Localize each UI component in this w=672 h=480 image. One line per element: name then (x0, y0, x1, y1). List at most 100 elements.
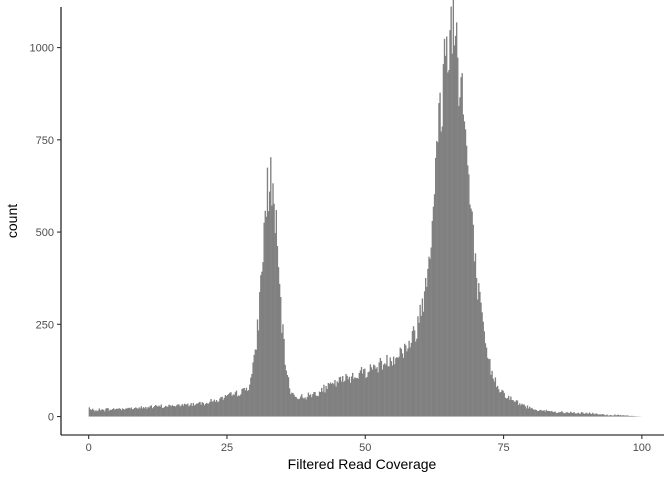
histogram-bar (416, 338, 418, 417)
histogram-bar (191, 405, 193, 417)
histogram-bar (166, 406, 168, 417)
histogram-bar (245, 387, 248, 417)
histogram-bar (453, 45, 456, 417)
histogram-bar (427, 268, 429, 417)
histogram-bar (490, 374, 492, 417)
histogram-bar (110, 409, 113, 417)
histogram-bar (294, 396, 296, 417)
histogram-bar (286, 374, 289, 417)
histogram-bar (524, 406, 526, 417)
histogram-bar (292, 392, 294, 417)
histogram-bar (353, 378, 355, 417)
axes (60, 7, 664, 436)
histogram-bar (563, 413, 565, 417)
histogram-bar (422, 311, 425, 417)
histogram-bar (177, 404, 179, 417)
histogram-bar (628, 415, 630, 417)
histogram-bar (180, 405, 182, 417)
histogram-bar (260, 275, 262, 417)
histogram-bar (134, 407, 136, 417)
histogram-bar (340, 381, 343, 417)
histogram-bar (483, 331, 486, 417)
histogram-bar (620, 415, 623, 417)
histogram-bar (484, 343, 487, 417)
histogram-bar (243, 387, 245, 417)
histogram-bar (322, 391, 324, 417)
histogram-bar (496, 385, 499, 417)
histogram-bar (379, 357, 382, 417)
histogram-bar (430, 247, 432, 417)
histogram-bar (285, 370, 287, 417)
histogram-bar (552, 412, 554, 417)
histogram-bar (602, 414, 604, 417)
histogram-bar (434, 157, 437, 417)
histogram-bar (402, 357, 405, 417)
histogram-bar (181, 404, 183, 417)
histogram-bar (558, 412, 561, 417)
histogram-bar (309, 394, 312, 417)
histogram-bar (95, 410, 97, 417)
histogram-bar (551, 410, 553, 417)
histogram-bar (253, 354, 255, 417)
histogram-bar (590, 414, 593, 417)
histogram-bar (333, 384, 335, 417)
histogram-bar (592, 412, 594, 417)
histogram-bar (572, 412, 574, 417)
histogram-bar (126, 408, 128, 417)
histogram-bar (527, 408, 530, 417)
histogram-bar (275, 210, 278, 417)
histogram-bar (251, 373, 253, 417)
histogram-bar (394, 364, 396, 417)
histogram-bar (541, 410, 543, 417)
histogram-bar (308, 395, 311, 417)
histogram-bar (233, 394, 235, 417)
histogram-bar (625, 415, 627, 417)
histogram-bar (400, 348, 403, 417)
histogram-bar (375, 368, 377, 417)
histogram-bar (494, 377, 497, 417)
histogram-bar (295, 397, 297, 417)
histogram-bar (367, 372, 369, 417)
histogram-bar (291, 392, 293, 417)
x-tick-label: 50 (359, 442, 371, 454)
histogram-bar (256, 319, 259, 417)
histogram-bar (130, 407, 133, 417)
x-tick-label: 100 (633, 442, 651, 454)
histogram-bar (324, 392, 326, 417)
histogram-bar (397, 358, 399, 417)
histogram-bar (88, 407, 91, 417)
histogram-bar (583, 413, 585, 417)
histogram-bar (337, 382, 339, 417)
x-axis-title: Filtered Read Coverage (288, 456, 437, 472)
histogram-bar (441, 126, 443, 417)
histogram-bar (345, 373, 347, 417)
histogram-bar (579, 413, 582, 417)
histogram-bar (378, 362, 380, 417)
histogram-bar (550, 411, 552, 417)
histogram-bar (220, 397, 222, 417)
histogram-bar (482, 321, 484, 417)
histogram-bar (136, 408, 138, 417)
histogram-bar (464, 129, 467, 417)
histogram-bar (387, 366, 389, 417)
histogram-bar (188, 406, 190, 417)
histogram-bar (118, 408, 120, 417)
histogram-bar (178, 404, 180, 417)
histogram-bar (432, 206, 435, 417)
histogram-bar (140, 406, 143, 417)
histogram-bar (168, 404, 170, 417)
histogram-bar (546, 410, 549, 417)
histogram-bar (338, 377, 341, 417)
histogram-bar (205, 402, 208, 417)
histogram-bar (442, 64, 445, 417)
histogram-bar (370, 367, 373, 417)
histogram-bar (182, 405, 185, 417)
histogram-bar (413, 330, 416, 417)
histogram-bar (459, 97, 461, 417)
histogram-bar (143, 408, 146, 417)
histogram-bar (557, 412, 560, 417)
histogram-bar (274, 233, 276, 417)
histogram-bar (306, 397, 308, 417)
histogram-bar (408, 340, 410, 417)
histogram-bar (97, 410, 99, 417)
